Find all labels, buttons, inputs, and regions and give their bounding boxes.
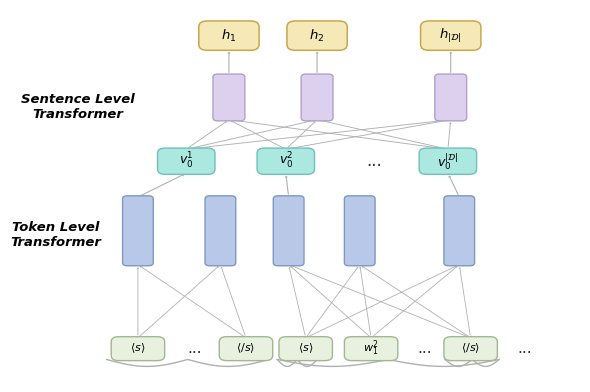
Text: $v_0^1$: $v_0^1$ (179, 151, 194, 171)
FancyBboxPatch shape (199, 21, 259, 50)
Text: ...: ... (418, 341, 432, 356)
Text: $\langle s \rangle$: $\langle s \rangle$ (298, 342, 313, 356)
Text: $\langle /s \rangle$: $\langle /s \rangle$ (461, 342, 480, 356)
Text: $v_0^2$: $v_0^2$ (278, 151, 293, 171)
Text: $\langle /s \rangle$: $\langle /s \rangle$ (237, 342, 255, 356)
Text: ...: ... (188, 341, 202, 356)
Text: $h_{2}$: $h_{2}$ (309, 27, 325, 44)
FancyBboxPatch shape (435, 74, 467, 121)
Text: $h_{1}$: $h_{1}$ (221, 27, 237, 44)
Text: Token Level
Transformer: Token Level Transformer (10, 221, 101, 249)
Text: $h_{|\mathcal{D}|}$: $h_{|\mathcal{D}|}$ (440, 27, 462, 45)
FancyBboxPatch shape (287, 21, 348, 50)
FancyBboxPatch shape (111, 337, 165, 361)
FancyBboxPatch shape (421, 21, 481, 50)
Text: $\langle s \rangle$: $\langle s \rangle$ (130, 342, 146, 356)
Text: Sentence Level
Transformer: Sentence Level Transformer (21, 93, 135, 121)
FancyBboxPatch shape (444, 337, 497, 361)
FancyBboxPatch shape (213, 74, 245, 121)
FancyBboxPatch shape (123, 196, 153, 266)
FancyBboxPatch shape (205, 196, 236, 266)
Text: $w_1^2$: $w_1^2$ (363, 339, 379, 358)
FancyBboxPatch shape (158, 148, 215, 174)
FancyBboxPatch shape (273, 196, 304, 266)
FancyBboxPatch shape (419, 148, 477, 174)
Text: $v_0^{|\mathcal{D}|}$: $v_0^{|\mathcal{D}|}$ (437, 151, 459, 172)
FancyBboxPatch shape (219, 337, 273, 361)
FancyBboxPatch shape (444, 196, 474, 266)
FancyBboxPatch shape (345, 196, 375, 266)
Text: ...: ... (366, 152, 382, 170)
FancyBboxPatch shape (301, 74, 333, 121)
Text: ...: ... (517, 341, 532, 356)
FancyBboxPatch shape (279, 337, 332, 361)
FancyBboxPatch shape (345, 337, 398, 361)
FancyBboxPatch shape (257, 148, 314, 174)
